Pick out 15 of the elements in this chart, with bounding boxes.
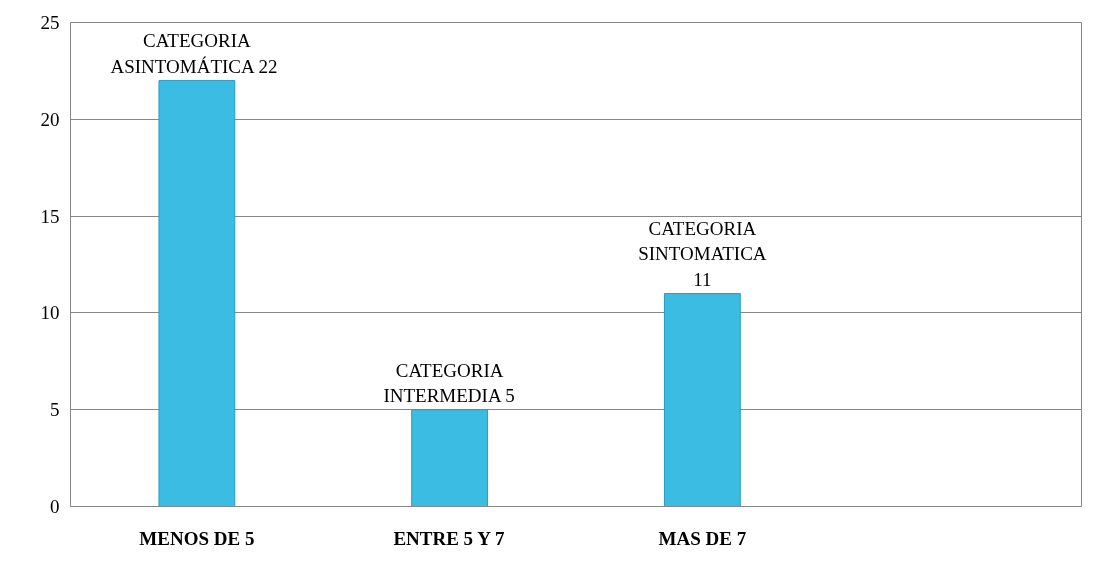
y-tick-label: 15 [40,205,60,227]
bar [158,80,236,507]
y-tick-label: 20 [40,108,60,130]
data-label: CATEGORIA SINTOMATICA 11 [638,218,767,290]
y-tick-label: 10 [40,302,60,324]
x-tick-label: ENTRE 5 Y 7 [393,527,505,549]
y-tick-label: 25 [40,12,60,33]
bar [411,409,489,507]
x-tick-label: MENOS DE 5 [139,527,255,549]
y-tick-label: 0 [50,496,60,517]
bar [663,293,741,507]
data-label: CATEGORIA INTERMEDIA 5 [383,359,515,406]
y-tick-label: 5 [50,399,60,421]
data-label: CATEGORIA ASINTOMÁTICA 22 [110,30,278,77]
x-tick-label: MAS DE 7 [658,527,747,549]
